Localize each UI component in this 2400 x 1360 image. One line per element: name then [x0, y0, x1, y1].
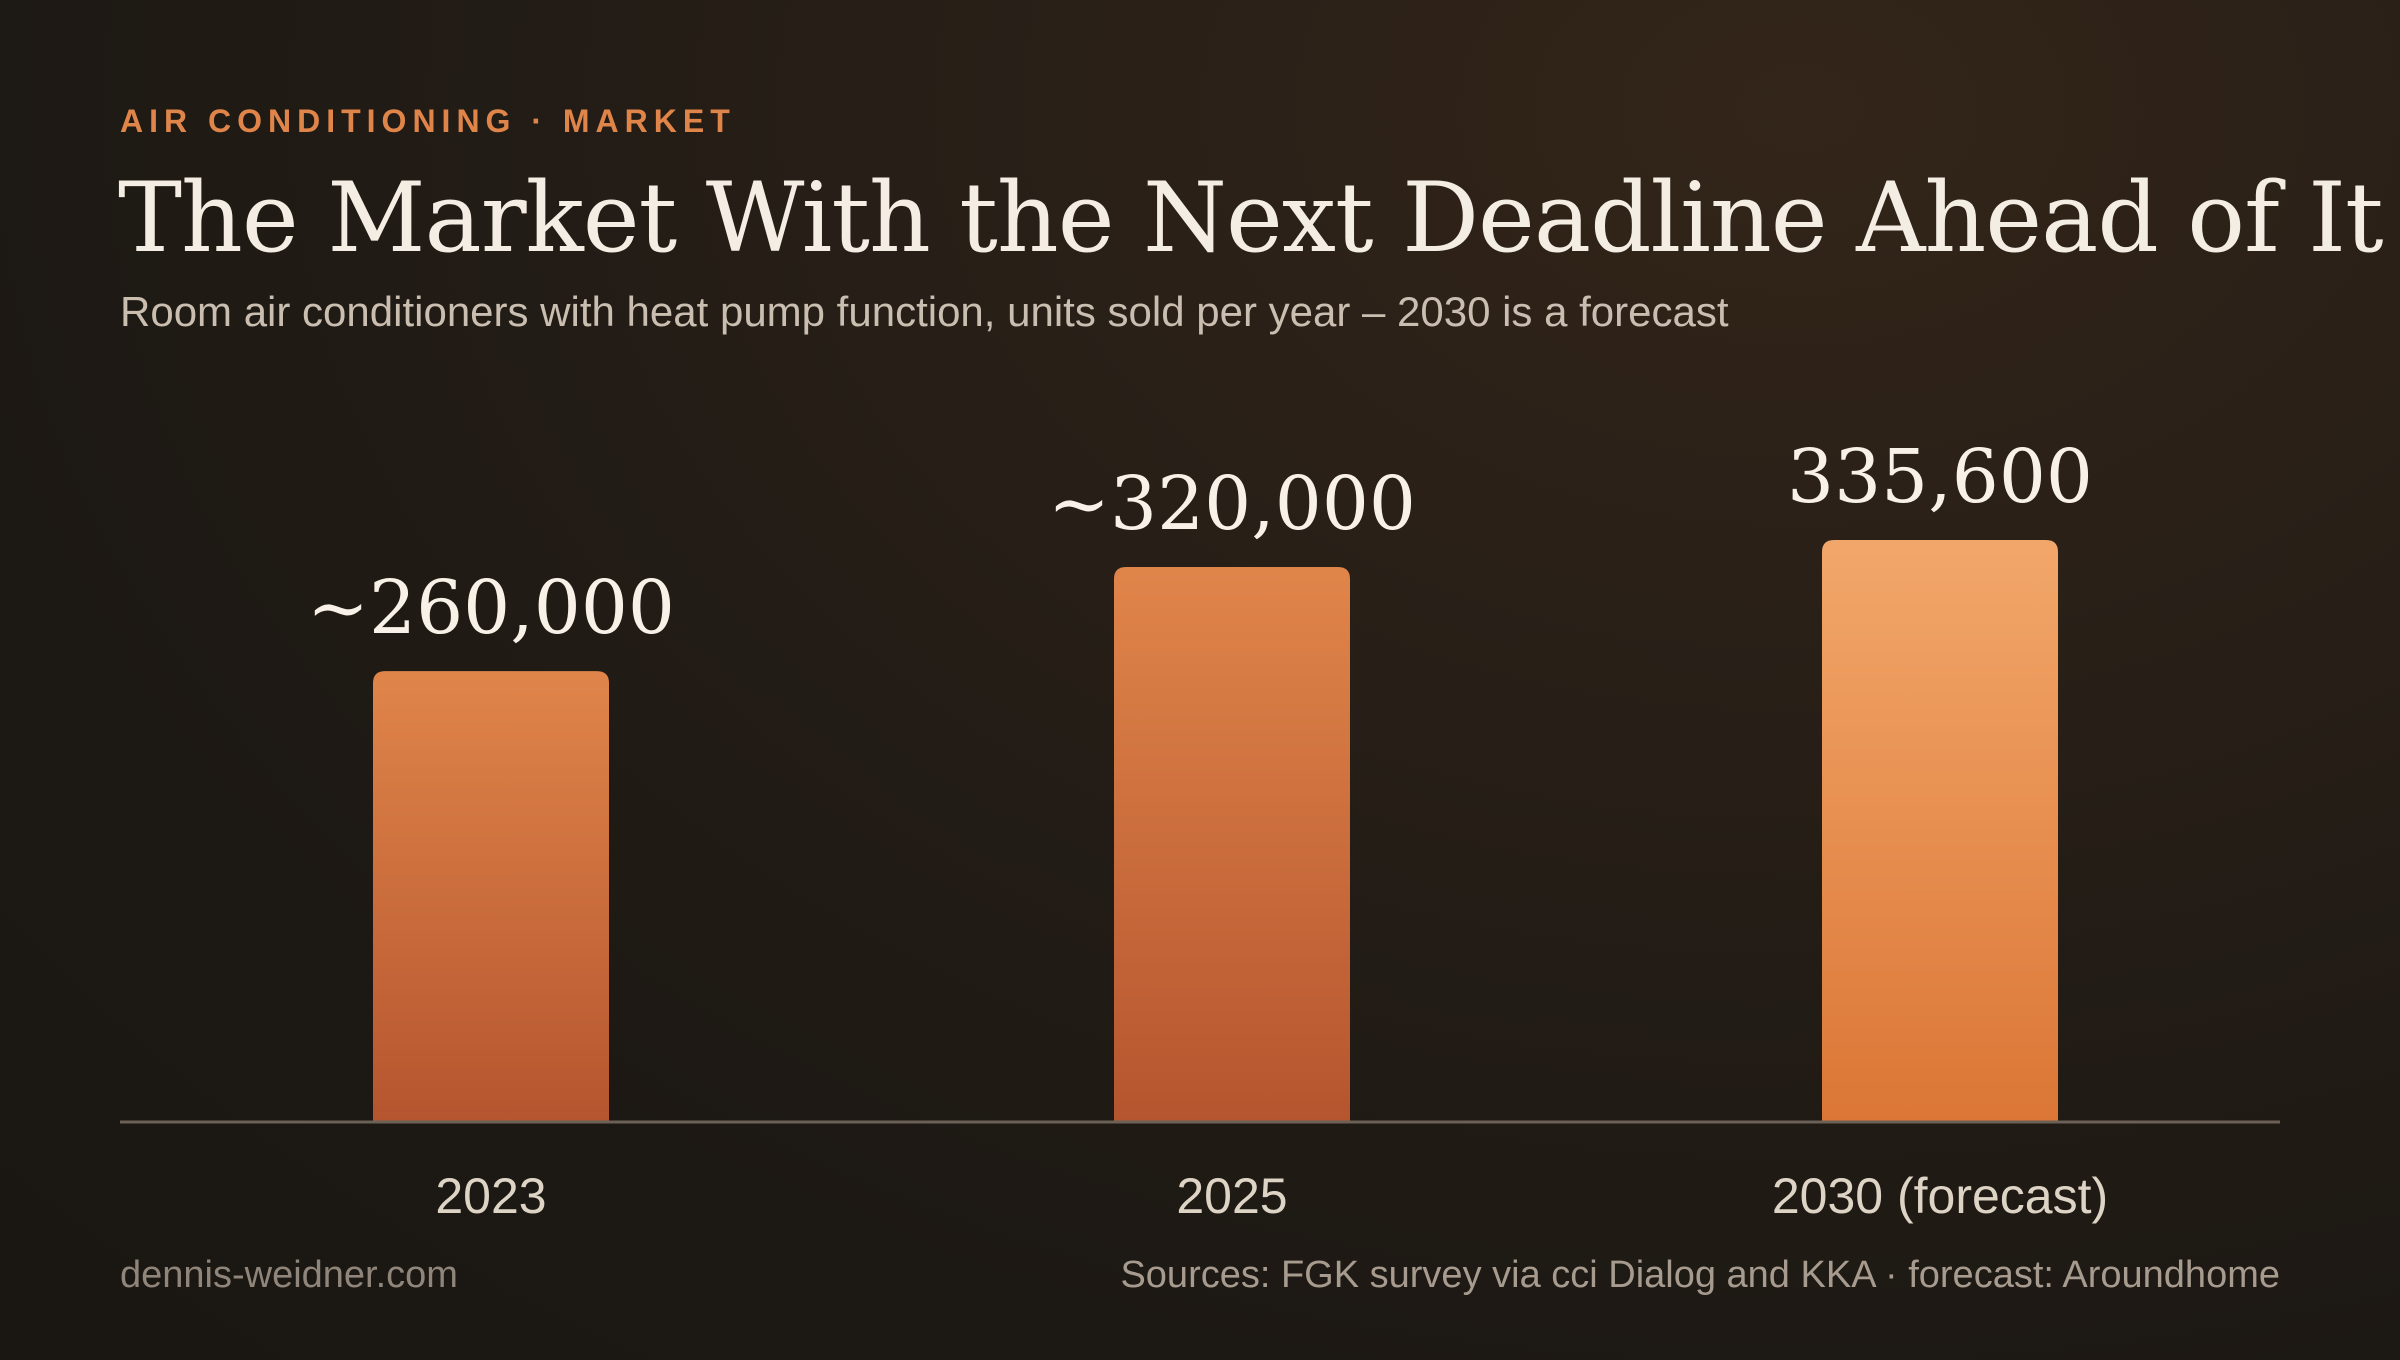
value-label: ~260,000 [307, 565, 675, 651]
value-label: 335,600 [1787, 434, 2093, 520]
chart-title: The Market With the Next Deadline Ahead … [118, 162, 2384, 274]
category-label: 2025 [1176, 1168, 1287, 1224]
site-credit: dennis-weidner.com [120, 1254, 458, 1296]
bars-group [373, 540, 2058, 1122]
category-label: 2023 [435, 1168, 546, 1224]
category-label: 2030 (forecast) [1772, 1168, 2108, 1224]
bar-2030 [1822, 540, 2058, 1122]
labels-group: ~260,000 2023 ~320,000 2025 335,600 2030 (for… [307, 434, 2108, 1224]
chart-subtitle: Room air conditioners with heat pump fun… [120, 288, 1729, 335]
bar-2025 [1114, 567, 1350, 1122]
eyebrow-label: AIR CONDITIONING · MARKET [120, 103, 736, 139]
value-label: ~320,000 [1048, 461, 1416, 547]
sources-note: Sources: FGK survey via cci Dialog and K… [1120, 1254, 2280, 1296]
bar-2023 [373, 671, 609, 1122]
